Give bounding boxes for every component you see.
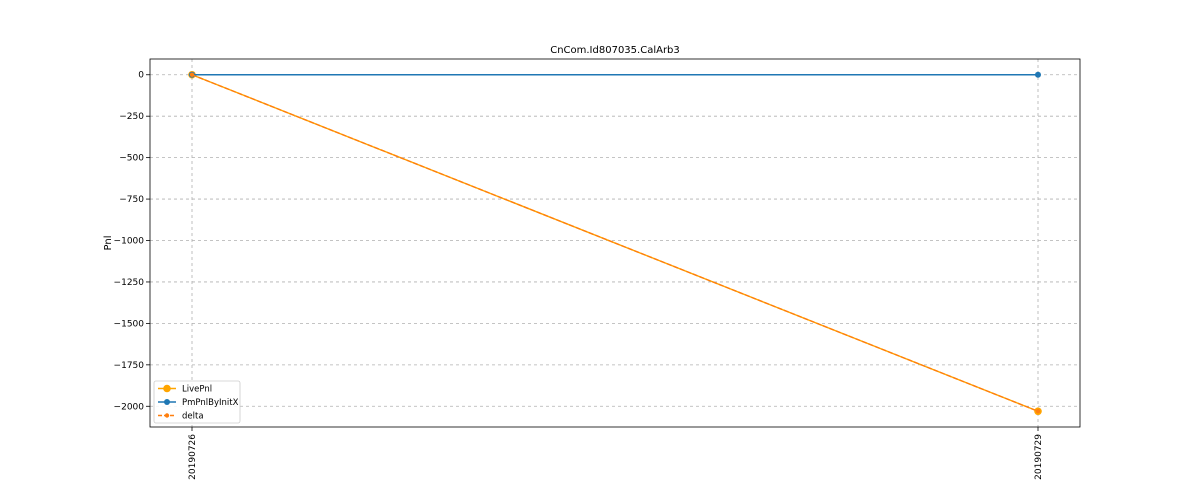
y-tick-label: −750 [119,195,144,205]
legend-marker-PmPnlByInitX [164,399,170,405]
legend-marker-delta [164,413,170,418]
legend-label: delta [182,412,204,422]
y-tick-label: −1750 [114,361,145,371]
legend-marker-LivePnl [163,384,171,393]
y-tick-label: 0 [138,71,144,81]
data-point-PmPnlByInitX [1035,71,1041,78]
chart-title: CnCom.Id807035.CalArb3 [550,45,680,56]
x-tick-label: 20190729 [1034,434,1044,480]
data-point-delta [1035,409,1041,414]
legend-label: LivePnl [182,385,212,395]
series-line-delta [191,74,1039,412]
plot-area-frame [149,58,1081,428]
y-tick-label: −250 [119,112,144,122]
legend-label: PmPnlByInitX [182,398,239,408]
y-tick-label: −1250 [114,278,145,288]
legend-box [153,380,241,424]
x-tick-label: 20190726 [188,434,198,480]
y-tick-label: −1000 [114,237,145,247]
legend: LivePnl PmPnlByInitX delta [153,380,241,424]
series-layer [188,70,1042,416]
y-tick-label: −500 [119,154,144,164]
data-point-delta [189,72,195,77]
x-axis: 20190726 20190729 [188,427,1044,480]
y-axis: 0 −250 −500 −750 −1000 −1250 −1500 −1750 −2000 [114,71,150,412]
y-tick-label: −1500 [114,319,145,329]
y-tick-label: −2000 [114,402,145,412]
y-axis-label: Pnl [103,236,114,251]
